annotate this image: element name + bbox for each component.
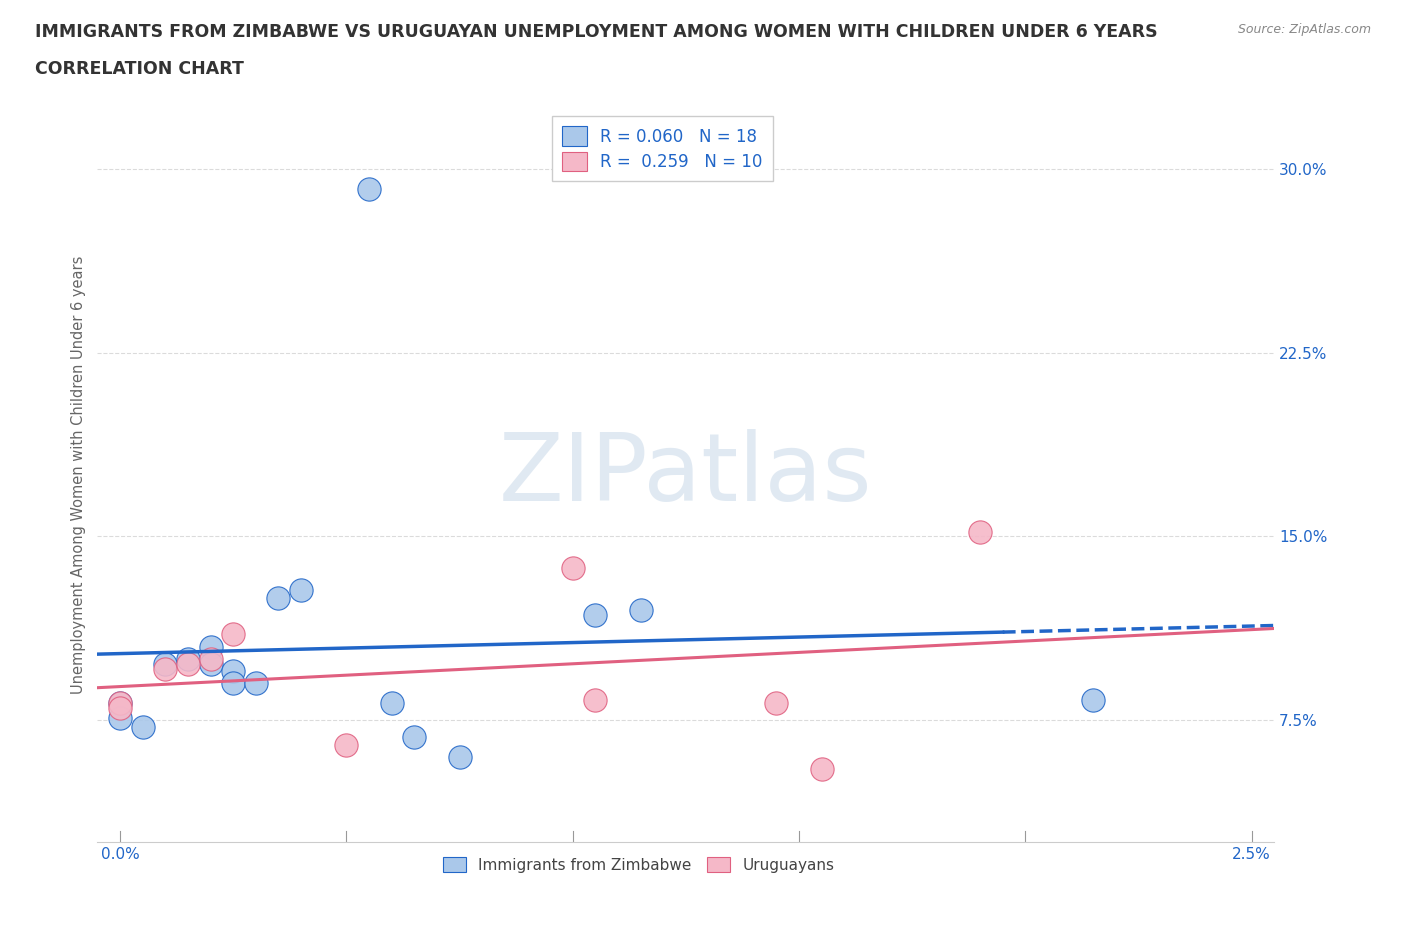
Point [131, 720, 153, 735]
Point [245, 676, 267, 691]
Point [630, 603, 652, 618]
Point [200, 657, 222, 671]
Point [335, 737, 357, 752]
Point [200, 639, 222, 654]
Point [155, 661, 177, 676]
Point [222, 627, 245, 642]
Text: ZIPatlas: ZIPatlas [499, 430, 873, 521]
Point [765, 696, 787, 711]
Point [290, 583, 312, 598]
Point [108, 700, 131, 715]
Point [583, 693, 606, 708]
Point [200, 651, 222, 666]
Legend: Immigrants from Zimbabwe, Uruguayans: Immigrants from Zimbabwe, Uruguayans [437, 851, 841, 879]
Point [222, 664, 245, 679]
Point [449, 750, 471, 764]
Point [404, 730, 426, 745]
Point [561, 561, 583, 576]
Text: IMMIGRANTS FROM ZIMBABWE VS URUGUAYAN UNEMPLOYMENT AMONG WOMEN WITH CHILDREN UND: IMMIGRANTS FROM ZIMBABWE VS URUGUAYAN UN… [35, 23, 1157, 41]
Point [583, 607, 606, 622]
Point [357, 181, 380, 196]
Text: Source: ZipAtlas.com: Source: ZipAtlas.com [1237, 23, 1371, 36]
Point [222, 676, 245, 691]
Point [810, 762, 832, 777]
Point [267, 591, 290, 605]
Point [969, 525, 991, 539]
Point [108, 696, 131, 711]
Y-axis label: Unemployment Among Women with Children Under 6 years: Unemployment Among Women with Children U… [72, 256, 86, 695]
Point [108, 696, 131, 711]
Point [381, 696, 404, 711]
Point [1083, 693, 1105, 708]
Point [177, 651, 200, 666]
Text: CORRELATION CHART: CORRELATION CHART [35, 60, 245, 78]
Point [108, 711, 131, 725]
Point [177, 657, 200, 671]
Point [155, 657, 177, 671]
